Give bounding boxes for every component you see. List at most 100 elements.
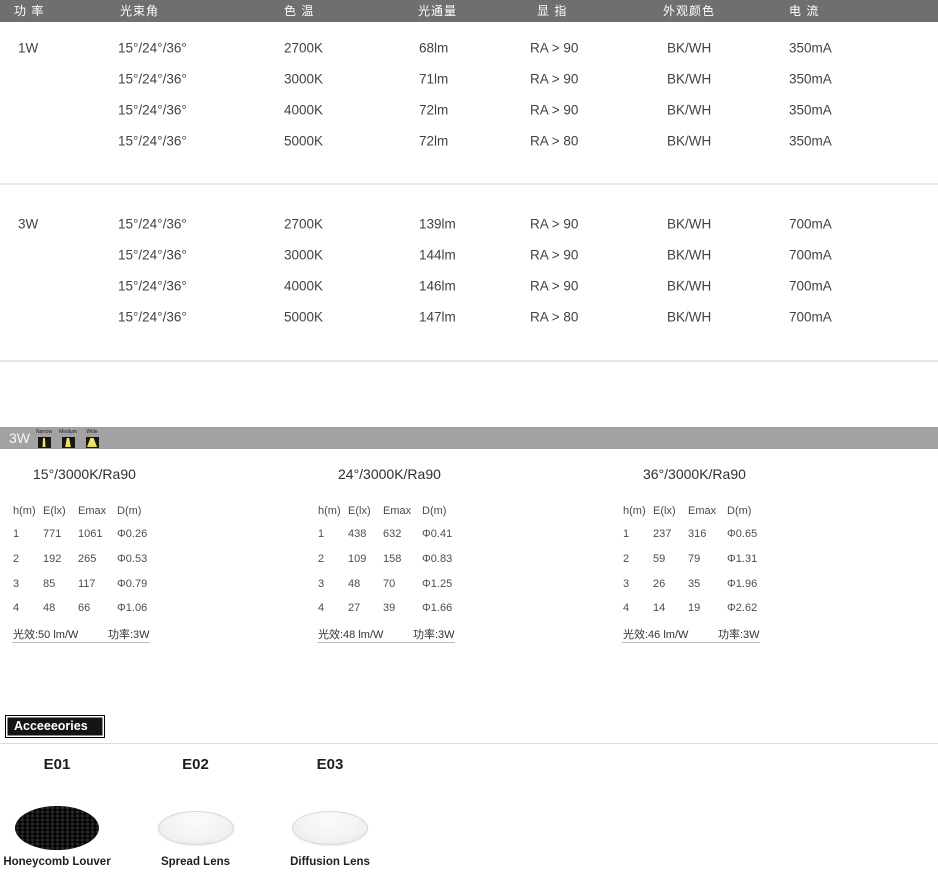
spec-group-3w: 3W 15°/24°/36° 2700K 139lm RA > 90 BK/WH…: [0, 208, 938, 332]
flux-value: 144lm: [419, 247, 456, 262]
cct-value: 5000K: [284, 133, 324, 148]
current-value: 350mA: [789, 71, 832, 86]
photometric-table-36deg: 36°/3000K/Ra90 h(m) E(lx) Emax D(m) 1 23…: [622, 466, 792, 656]
flux-value: 147lm: [419, 309, 456, 324]
efficacy-value: 光效:50 lm/W: [13, 629, 79, 641]
section-divider: [0, 183, 938, 185]
table-underline: [317, 642, 455, 643]
power-value: 功率:3W: [108, 629, 150, 641]
medium-beam-icon: Medium: [58, 429, 78, 448]
narrow-beam-label: Narrow: [35, 429, 53, 435]
spec-table-header: 功 率 光束角 色 温 光通量 显 指 外观颜色 电 流: [0, 0, 938, 22]
flux-value: 72lm: [419, 102, 449, 117]
current-value: 350mA: [789, 102, 832, 117]
current-value: 700mA: [789, 309, 832, 324]
table-row: 15°/24°/36° 5000K 147lm RA > 80 BK/WH 70…: [0, 301, 938, 332]
table-row: 4 27 39 Φ1.66: [318, 602, 453, 614]
photometric-header-row: h(m) E(lx) Emax D(m): [318, 505, 447, 517]
cct-value: 4000K: [284, 278, 324, 293]
accessory-e02: E02 Spread Lens: [130, 756, 261, 871]
accessory-code: E02: [182, 756, 209, 773]
table-row: 4 14 19 Φ2.62: [623, 602, 758, 614]
header-cri: 显 指: [537, 4, 568, 18]
photometric-footer: 光效:50 lm/W 功率:3W: [12, 626, 182, 641]
table-row: 15°/24°/36° 4000K 146lm RA > 90 BK/WH 70…: [0, 270, 938, 301]
current-value: 700mA: [789, 247, 832, 262]
narrow-beam-glyph: [37, 437, 51, 448]
photometric-footer: 光效:46 lm/W 功率:3W: [622, 626, 792, 641]
table-row: 3 85 117 Φ0.79: [13, 578, 148, 590]
efficacy-value: 光效:48 lm/W: [318, 629, 384, 641]
flux-value: 72lm: [419, 133, 449, 148]
cct-value: 5000K: [284, 309, 324, 324]
color-value: BK/WH: [667, 102, 712, 117]
accessories-divider: [0, 743, 938, 744]
table-row: 2 109 158 Φ0.83: [318, 553, 453, 565]
beam-value: 15°/24°/36°: [118, 102, 187, 117]
banner-power-label: 3W: [9, 430, 30, 446]
header-beam-angle: 光束角: [120, 4, 160, 18]
color-value: BK/WH: [667, 71, 712, 86]
color-value: BK/WH: [667, 309, 712, 324]
cri-value: RA > 80: [530, 133, 579, 148]
accessory-name: Diffusion Lens: [290, 856, 370, 868]
photometric-header-row: h(m) E(lx) Emax D(m): [623, 505, 752, 517]
table-row: 3 26 35 Φ1.96: [623, 578, 758, 590]
wide-beam-icon: Wide: [82, 429, 102, 448]
cri-value: RA > 80: [530, 309, 579, 324]
table-row: 1 771 1061 Φ0.26: [13, 528, 148, 540]
beam-value: 15°/24°/36°: [118, 247, 187, 262]
flux-value: 68lm: [419, 40, 449, 55]
current-value: 350mA: [789, 40, 832, 55]
cct-value: 3000K: [284, 71, 324, 86]
narrow-beam-icon: Narrow: [34, 429, 54, 448]
accessory-code: E01: [43, 756, 71, 773]
photometric-title: 36°/3000K/Ra90: [643, 466, 746, 482]
table-row: 4 48 66 Φ1.06: [13, 602, 148, 614]
table-row: 1 237 316 Φ0.65: [623, 528, 758, 540]
accessory-name: Honeycomb Louver: [3, 856, 111, 868]
beam-value: 15°/24°/36°: [118, 309, 187, 324]
photometric-header-row: h(m) E(lx) Emax D(m): [13, 505, 142, 517]
color-value: BK/WH: [667, 40, 712, 55]
color-value: BK/WH: [667, 278, 712, 293]
table-underline: [622, 642, 760, 643]
flux-value: 146lm: [419, 278, 456, 293]
header-color-temp: 色 温: [284, 4, 315, 18]
power-value: 3W: [18, 216, 39, 231]
table-row: 15°/24°/36° 5000K 72lm RA > 80 BK/WH 350…: [0, 125, 938, 156]
table-row: 15°/24°/36° 3000K 71lm RA > 90 BK/WH 350…: [0, 63, 938, 94]
accessory-name: Spread Lens: [160, 856, 231, 868]
wide-beam-glyph: [85, 437, 99, 448]
flux-value: 139lm: [419, 216, 456, 231]
table-row: 2 59 79 Φ1.31: [623, 553, 758, 565]
current-value: 700mA: [789, 278, 832, 293]
cri-value: RA > 90: [530, 102, 579, 117]
accessories-title: Acceeeories: [14, 719, 88, 733]
medium-beam-label: Medium: [59, 429, 77, 435]
header-current: 电 流: [789, 4, 820, 18]
cri-value: RA > 90: [530, 40, 579, 55]
power-value: 功率:3W: [718, 629, 760, 641]
color-value: BK/WH: [667, 216, 712, 231]
cct-value: 3000K: [284, 247, 324, 262]
header-appearance-color: 外观颜色: [663, 4, 716, 18]
beam-icons: Narrow Medium Wide: [34, 429, 102, 448]
header-luminous-flux: 光通量: [418, 4, 458, 18]
color-value: BK/WH: [667, 247, 712, 262]
table-row: 1W 15°/24°/36° 2700K 68lm RA > 90 BK/WH …: [0, 32, 938, 63]
table-row: 15°/24°/36° 3000K 144lm RA > 90 BK/WH 70…: [0, 239, 938, 270]
photometric-title: 15°/3000K/Ra90: [33, 466, 136, 482]
spec-group-1w: 1W 15°/24°/36° 2700K 68lm RA > 90 BK/WH …: [0, 32, 938, 156]
table-row: 3 48 70 Φ1.25: [318, 578, 453, 590]
cct-value: 4000K: [284, 102, 324, 117]
table-row: 1 438 632 Φ0.41: [318, 528, 453, 540]
photometric-table-24deg: 24°/3000K/Ra90 h(m) E(lx) Emax D(m) 1 43…: [317, 466, 487, 656]
flux-value: 71lm: [419, 71, 449, 86]
cri-value: RA > 90: [530, 71, 579, 86]
table-underline: [12, 642, 150, 643]
photometric-table-15deg: 15°/3000K/Ra90 h(m) E(lx) Emax D(m) 1 77…: [12, 466, 182, 656]
photometric-title: 24°/3000K/Ra90: [338, 466, 441, 482]
header-power: 功 率: [14, 4, 45, 18]
section-divider: [0, 360, 938, 362]
